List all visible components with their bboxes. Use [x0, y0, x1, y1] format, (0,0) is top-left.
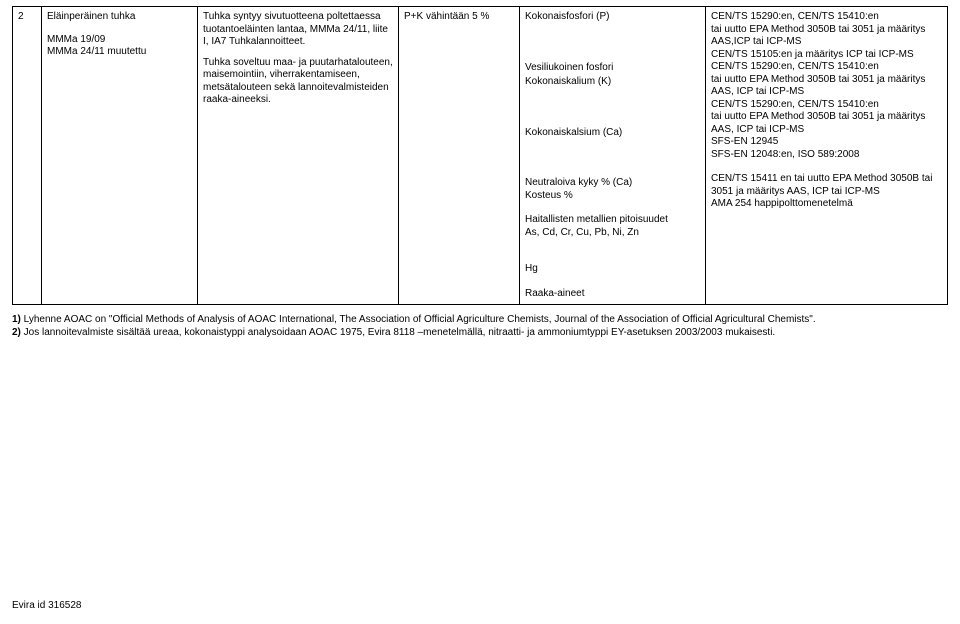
- param-hg: Hg: [525, 263, 700, 276]
- cell-pk: P+K vähintään 5 %: [399, 7, 520, 305]
- desc-p2: Tuhka soveltuu maa- ja puutarhatalouteen…: [203, 57, 393, 107]
- ref-r4: CEN/TS 15290:en, CEN/TS 15410:en tai uut…: [711, 99, 942, 137]
- ref-r7: CEN/TS 15411 en tai uutto EPA Method 305…: [711, 173, 942, 198]
- ref-r8: AMA 254 happipolttomenetelmä: [711, 198, 942, 211]
- ref-r3: CEN/TS 15290:en, CEN/TS 15410:en tai uut…: [711, 61, 942, 99]
- footer-id: Evira id 316528: [12, 600, 82, 611]
- cell-number: 2: [13, 7, 42, 305]
- param-raaka-aineet: Raaka-aineet: [525, 288, 700, 301]
- ref-r2: CEN/TS 15105:en ja määritys ICP tai ICP-…: [711, 49, 942, 62]
- param-vesiliukoinen-fosfori: Vesiliukoinen fosfori: [525, 62, 700, 75]
- cell-name: Eläinperäinen tuhka MMMa 19/09 MMMa 24/1…: [42, 7, 198, 305]
- cell-references: CEN/TS 15290:en, CEN/TS 15410:en tai uut…: [706, 7, 948, 305]
- footnote-2-prefix: 2): [12, 327, 21, 338]
- row-number: 2: [18, 11, 24, 22]
- param-kokonaiskalium: Kokonaiskalium (K): [525, 76, 700, 89]
- pk-value: P+K vähintään 5 %: [404, 11, 489, 22]
- name-line2: MMMa 19/09: [47, 34, 192, 47]
- data-table: 2 Eläinperäinen tuhka MMMa 19/09 MMMa 24…: [12, 6, 948, 305]
- page: 2 Eläinperäinen tuhka MMMa 19/09 MMMa 24…: [0, 0, 960, 345]
- param-haitallisten-a: Haitallisten metallien pitoisuudet: [525, 214, 700, 227]
- footnote-1: 1) Lyhenne AOAC on "Official Methods of …: [12, 313, 948, 326]
- table-row: 2 Eläinperäinen tuhka MMMa 19/09 MMMa 24…: [13, 7, 948, 305]
- param-kosteus: Kosteus %: [525, 190, 700, 203]
- desc-p1: Tuhka syntyy sivutuotteena poltettaessa …: [203, 11, 388, 47]
- name-line3: MMMa 24/11 muutettu: [47, 46, 192, 59]
- footnote-2: 2) Jos lannoitevalmiste sisältää ureaa, …: [12, 326, 948, 339]
- param-kokonaiskalsium: Kokonaiskalsium (Ca): [525, 127, 700, 140]
- param-haitallisten-b: As, Cd, Cr, Cu, Pb, Ni, Zn: [525, 227, 700, 240]
- cell-parameters: Kokonaisfosfori (P) Vesiliukoinen fosfor…: [520, 7, 706, 305]
- name-line1: Eläinperäinen tuhka: [47, 11, 192, 24]
- footnote-1-prefix: 1): [12, 314, 21, 325]
- ref-r1: CEN/TS 15290:en, CEN/TS 15410:en tai uut…: [711, 11, 942, 49]
- param-kokonaisfosfori: Kokonaisfosfori (P): [525, 11, 700, 24]
- cell-description: Tuhka syntyy sivutuotteena poltettaessa …: [198, 7, 399, 305]
- ref-r6: SFS-EN 12048:en, ISO 589:2008: [711, 149, 942, 162]
- ref-r5: SFS-EN 12945: [711, 136, 942, 149]
- footnote-2-text: Jos lannoitevalmiste sisältää ureaa, kok…: [21, 327, 775, 338]
- footnote-1-text: Lyhenne AOAC on "Official Methods of Ana…: [21, 314, 816, 325]
- param-neutraloiva: Neutraloiva kyky % (Ca): [525, 177, 700, 190]
- footnotes: 1) Lyhenne AOAC on "Official Methods of …: [12, 313, 948, 339]
